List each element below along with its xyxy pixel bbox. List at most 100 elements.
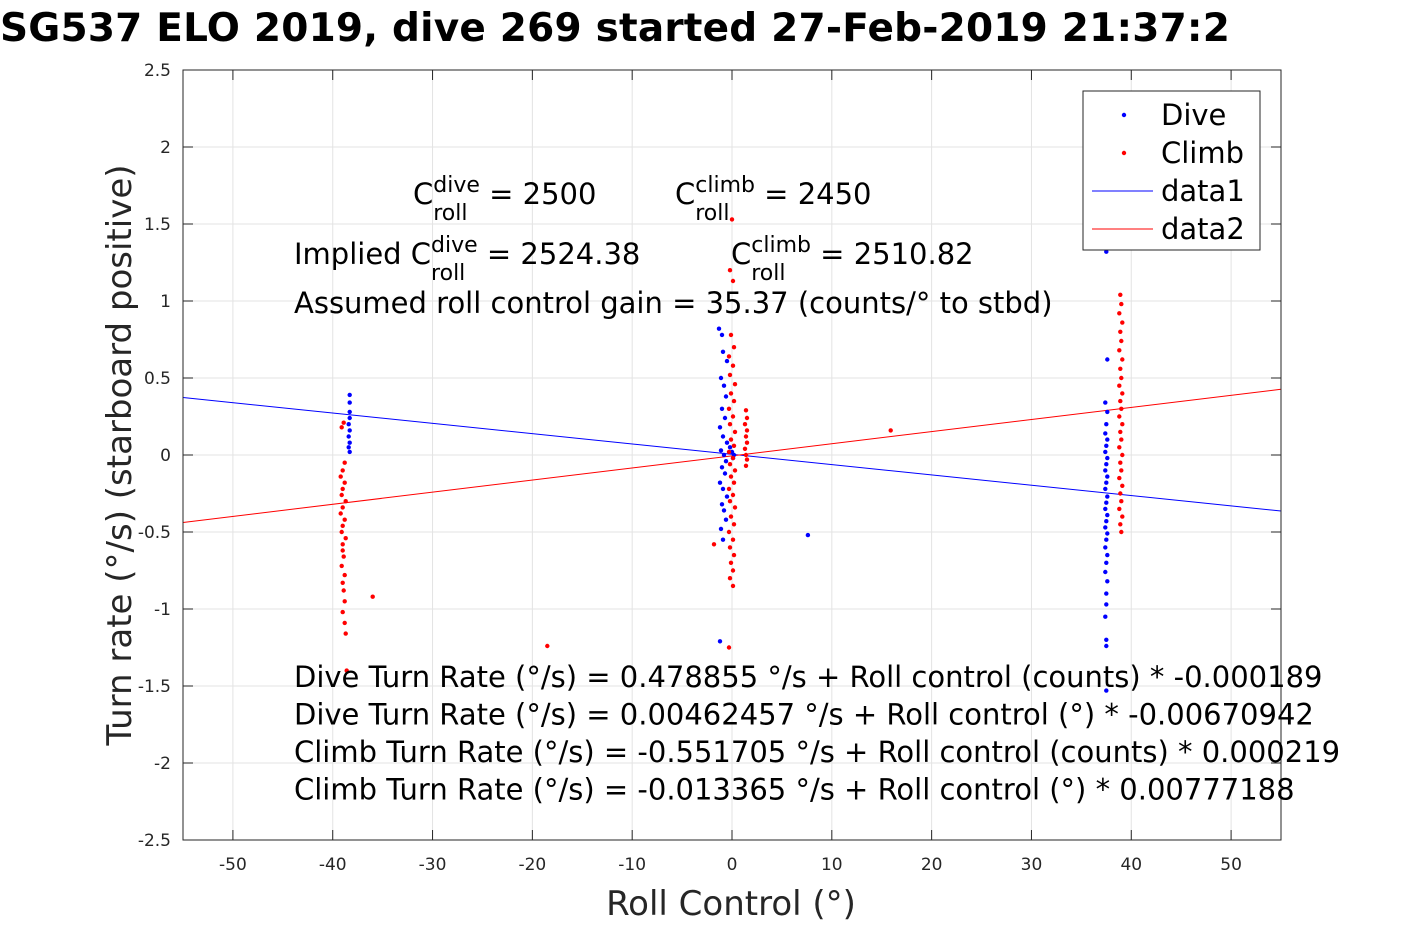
data-point-climb: [340, 523, 345, 528]
data-point-dive: [721, 452, 727, 458]
data-point-dive: [1104, 591, 1109, 596]
implied-c-roll-dive: Implied Cdive roll = 2524.38: [294, 233, 640, 286]
x-tick-label: 40: [1120, 855, 1142, 875]
data-point-climb: [1118, 460, 1123, 465]
data-point-climb: [1117, 445, 1122, 450]
data-point-dive: [724, 440, 730, 445]
data-point-climb: [743, 452, 749, 458]
data-point-climb: [1119, 499, 1124, 504]
data-point-dive: [1104, 637, 1109, 642]
data-point-climb: [1120, 514, 1125, 519]
data-point-climb: [339, 425, 344, 430]
data-point-climb: [732, 429, 738, 435]
data-point-climb: [1120, 483, 1125, 488]
data-point-climb: [727, 462, 733, 467]
x-tick-label: -40: [319, 855, 347, 875]
data-point-climb: [728, 514, 734, 519]
data-point-climb: [1120, 391, 1125, 396]
data-point-climb: [727, 576, 733, 581]
x-tick-label: -20: [518, 855, 546, 875]
data-point-dive: [1103, 506, 1108, 512]
data-point-dive: [1103, 449, 1108, 455]
data-point-dive: [1104, 480, 1109, 485]
data-point-climb: [726, 529, 732, 535]
data-point-dive: [1105, 357, 1110, 362]
data-point-climb: [726, 449, 732, 455]
y-tick-label: -0.5: [138, 523, 171, 543]
data-point-climb: [1119, 529, 1124, 535]
axis-ticks: -50 -40 -30 -20 -10 0 10 20 30 40 50-2.5-2-1.5-1-0…: [138, 61, 1281, 875]
y-tick-label: 0.5: [144, 369, 171, 389]
data-point-climb: [338, 474, 343, 479]
data-point-climb: [728, 560, 734, 565]
data-point-dive: [1104, 602, 1109, 607]
data-point-climb: [341, 588, 346, 593]
data-point-climb: [726, 645, 732, 650]
y-tick-label: 0: [160, 446, 171, 466]
legend-label: Climb: [1161, 136, 1244, 170]
data-point-dive: [720, 537, 726, 542]
fit-equation: Dive Turn Rate (°/s) = 0.00462457 °/s + …: [294, 698, 1314, 732]
data-point-dive: [346, 445, 351, 450]
data-point-climb: [732, 382, 738, 387]
data-point-dive: [1103, 569, 1108, 575]
data-point-climb: [742, 422, 748, 427]
data-point-climb: [338, 511, 343, 516]
data-point-climb: [1119, 301, 1124, 307]
data-point-dive: [1105, 512, 1110, 518]
data-point-climb: [342, 599, 347, 604]
data-point-dive: [1103, 525, 1108, 530]
data-point-climb: [727, 422, 733, 427]
data-point-dive: [1104, 560, 1109, 565]
data-point-dive: [1104, 643, 1109, 649]
data-point-climb: [1117, 348, 1122, 353]
data-point-climb: [727, 372, 733, 378]
data-point-dive: [1105, 552, 1110, 558]
data-point-climb: [1117, 311, 1122, 316]
data-point-climb: [728, 391, 734, 396]
data-point-climb: [726, 486, 732, 492]
data-point-dive: [718, 526, 724, 532]
data-point-climb: [341, 554, 346, 559]
data-point-climb: [1120, 452, 1125, 458]
data-point-dive: [1104, 249, 1109, 254]
data-point-climb: [744, 428, 750, 433]
data-point-dive: [347, 409, 352, 415]
data-point-climb: [342, 460, 347, 465]
data-point-climb: [726, 406, 732, 411]
data-point-dive: [721, 508, 727, 513]
data-point-dive: [1103, 400, 1108, 405]
data-point-dive: [724, 358, 730, 364]
data-point-climb: [1117, 475, 1122, 481]
data-point-dive: [347, 440, 352, 445]
legend-swatch-climb: [1121, 150, 1127, 156]
data-point-climb: [1120, 357, 1125, 362]
data-point-dive: [347, 392, 352, 398]
data-point-dive: [1105, 531, 1110, 536]
data-point-dive: [724, 494, 730, 499]
y-tick-label: -1: [154, 600, 171, 620]
data-point-dive: [1105, 409, 1110, 415]
data-point-dive: [1103, 486, 1108, 492]
data-point-climb: [727, 545, 733, 550]
y-tick-label: 1.5: [144, 215, 171, 235]
data-point-climb: [730, 414, 736, 419]
data-point-dive: [1104, 422, 1109, 427]
data-point-dive: [1103, 614, 1108, 619]
data-point-climb: [731, 443, 737, 448]
data-point-dive: [805, 532, 811, 538]
x-tick-label: 30: [1021, 855, 1043, 875]
data-point-climb: [731, 522, 737, 527]
data-point-climb: [730, 568, 736, 573]
data-point-dive: [720, 434, 726, 439]
data-point-climb: [340, 542, 345, 547]
data-point-climb: [1117, 414, 1122, 419]
data-point-climb: [744, 457, 750, 462]
data-point-climb: [732, 505, 738, 510]
data-point-dive: [347, 415, 352, 421]
data-point-climb: [711, 542, 717, 547]
annotations: Cdive roll = 2500 Cclimb roll = 2450 Implied…: [294, 173, 1340, 807]
legend-box: [1082, 90, 1261, 251]
data-point-climb: [343, 631, 348, 636]
